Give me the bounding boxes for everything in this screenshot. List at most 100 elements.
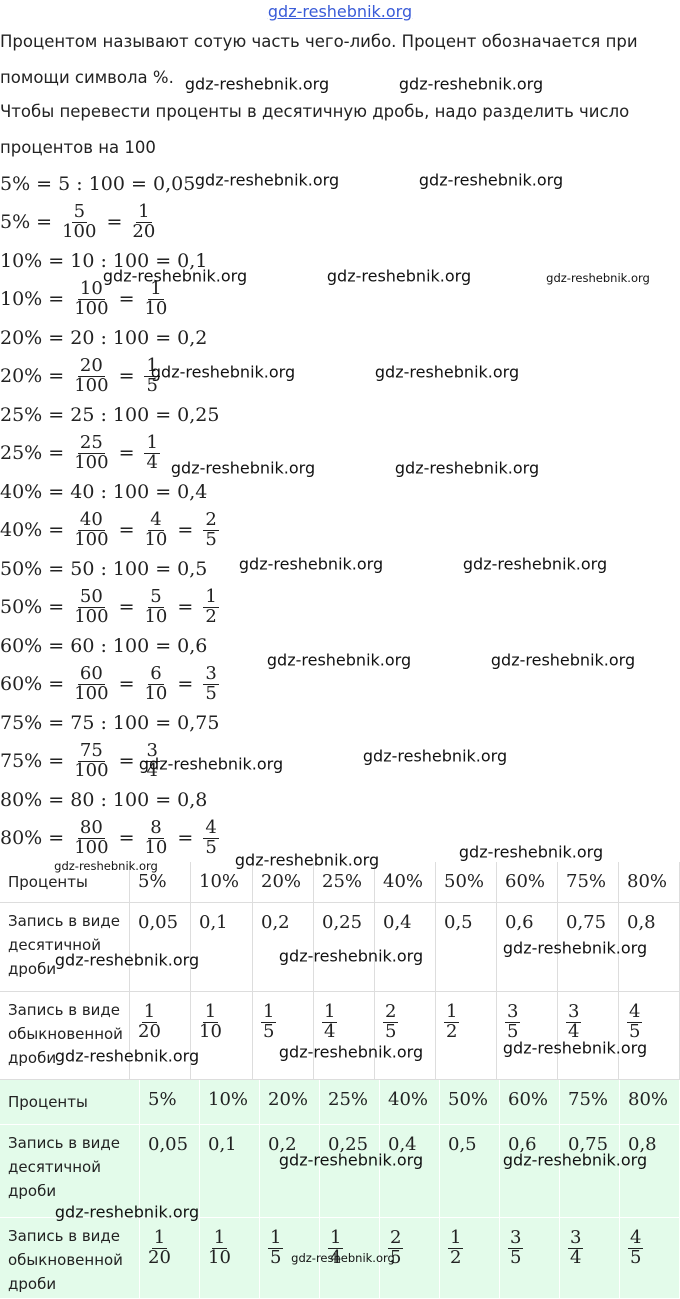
denominator: 5 [629,1020,641,1042]
table-cell: 75% [558,862,619,903]
denominator: 10 [144,297,168,319]
numerator: 1 [448,1227,464,1249]
table-cell: 60% [500,1080,560,1125]
numerator: 2 [388,1227,404,1249]
denominator: 100 [74,374,109,396]
table-cell: 0,05 [130,903,191,992]
division-equation: 80% = 80 : 100 = 0,8 [0,789,208,811]
watermark: gdz-reshebnik.org [398,74,544,94]
table-cell: 0,25 [320,1125,380,1218]
watermark: gdz-reshebnik.org [266,650,412,670]
row-label: Запись в виде обыкновенной дроби [0,992,130,1080]
numerator: 10 [77,277,105,300]
denominator: 100 [74,297,109,319]
table-cell: 0,5 [436,903,497,992]
table-cell: 0,5 [440,1125,500,1218]
watermark: gdz-reshebnik.org [278,1150,424,1170]
denominator: 10 [199,1020,222,1042]
table-cell: 0,4 [375,903,436,992]
fraction-equation: 50% = 50 100 = 5 10 = 1 2 [0,583,219,631]
fraction-equation: 40% = 40 100 = 4 10 = 2 5 [0,506,219,554]
percent-lead: 75% = [0,750,65,772]
percent-lead: 40% = [0,519,65,541]
fraction: 4 10 [144,510,167,550]
numerator: 40 [77,508,105,531]
fraction-equation: 5% = 5 100 = 1 20 [0,198,155,246]
watermark: gdz-reshebnik.org [54,859,158,873]
numerator: 25 [77,431,105,454]
numerator: 1 [203,585,219,608]
fraction-equation: 25% = 25 100 = 1 4 [0,429,160,477]
division-equation: 5% = 5 : 100 = 0,05 [0,173,196,195]
numerator: 1 [322,1001,338,1023]
numerator: 3 [566,1001,582,1023]
numerator: 1 [136,200,152,223]
watermark: gdz-reshebnik.org [490,650,636,670]
percent-lead: 10% = [0,288,65,310]
division-equation: 75% = 75 : 100 = 0,75 [0,712,220,734]
watermark: gdz-reshebnik.org [194,170,340,190]
table-cell: 1 20 [130,992,191,1080]
fraction: 1 10 [199,1002,222,1042]
numerator: 75 [77,739,105,762]
table-cell: 0,25 [314,903,375,992]
denominator: 20 [148,1246,171,1268]
division-equation: 50% = 50 : 100 = 0,5 [0,558,208,580]
numerator: 20 [77,354,105,377]
paragraph-line: Процентом называют сотую часть чего-либо… [0,32,638,51]
fraction: 1 10 [208,1228,231,1268]
table-cell: 0,6 [500,1125,560,1218]
denominator: 5 [385,1020,397,1042]
denominator: 4 [330,1246,342,1268]
denominator: 100 [74,528,109,550]
denominator: 100 [74,836,109,858]
site-link[interactable]: gdz-reshebnik.org [267,2,413,21]
table-cell: 0,1 [191,903,253,992]
table-cell: 5% [140,1080,200,1125]
fraction: 1 20 [148,1228,171,1268]
division-equation: 20% = 20 : 100 = 0,2 [0,327,208,349]
table-cell: 25% [320,1080,380,1125]
watermark: gdz-reshebnik.org [278,946,424,966]
equals-sign: = [118,750,135,772]
watermark: gdz-reshebnik.org [418,170,564,190]
table: Проценты 5% 10% 20% 25% 40% 50% 60% 75% 80% Запись… [0,1080,680,1299]
fraction: 1 20 [132,200,155,242]
watermark: gdz-reshebnik.org [238,554,384,574]
fraction: 5 10 [144,587,167,627]
division-equation: 60% = 60 : 100 = 0,6 [0,635,208,657]
denominator: 5 [510,1246,522,1268]
table-cell: 50% [436,862,497,903]
fraction: 1 10 [144,279,168,319]
watermark: gdz-reshebnik.org [138,754,284,774]
denominator: 5 [205,836,217,858]
table-cell: 40% [380,1080,440,1125]
numerator: 3 [203,662,219,685]
numerator: 1 [328,1227,344,1249]
fraction: 8 10 [144,818,167,858]
equals-sign: = [177,519,194,541]
equals-sign: = [177,673,194,695]
table-cell: 20% [253,862,314,903]
fraction: 10 100 [74,277,109,319]
table-cell: 40% [375,862,436,903]
denominator: 5 [390,1246,402,1268]
row-label: Запись в виде десятичной дроби [0,903,130,992]
